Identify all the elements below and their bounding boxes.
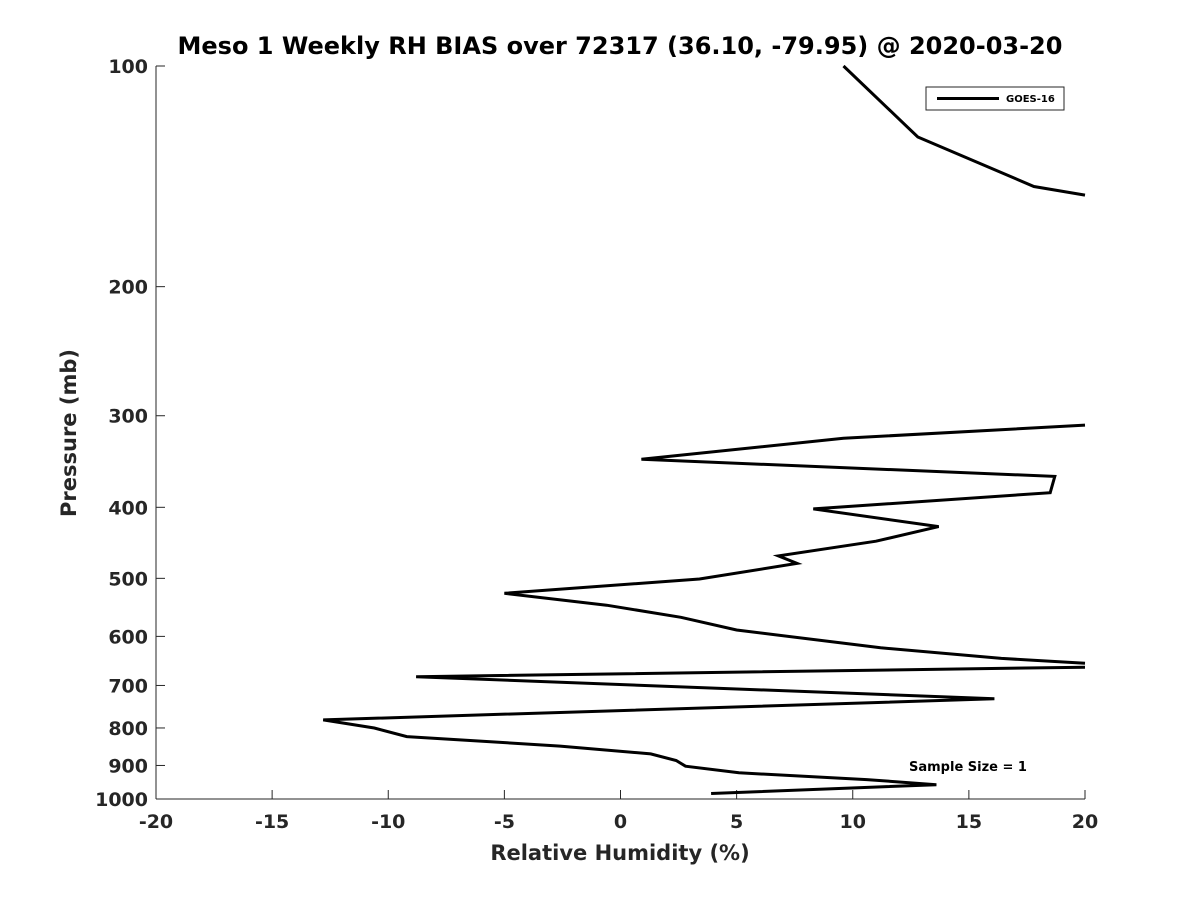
y-tick-label: 100 [108, 56, 148, 78]
y-tick-label: 300 [108, 406, 148, 428]
x-tick-label: -15 [255, 811, 289, 833]
y-tick-label: 900 [108, 755, 148, 777]
chart-title: Meso 1 Weekly RH BIAS over 72317 (36.10,… [178, 32, 1063, 60]
legend: GOES-16 [925, 86, 1065, 111]
y-tick-label: 1000 [95, 789, 148, 811]
series-line-goes-16 [322, 665, 1086, 795]
series-line-goes-16 [842, 64, 1086, 197]
x-tick-label: -5 [494, 811, 515, 833]
series-layer [322, 64, 1086, 795]
y-tick-label: 800 [108, 718, 148, 740]
series-line-goes-16 [504, 423, 1086, 665]
y-tick-label: 700 [108, 675, 148, 697]
x-tick-label: 10 [840, 811, 866, 833]
sample-size-annotation: Sample Size = 1 [909, 760, 1027, 775]
x-tick-label: 5 [730, 811, 743, 833]
x-tick-label: -10 [371, 811, 405, 833]
x-tick-label: 15 [956, 811, 982, 833]
axes: -20 -15 -10 -5 0 5 10 15 20 100 200 300 400 500 600 700… [95, 56, 1098, 833]
y-tick-label: 400 [108, 497, 148, 519]
y-tick-label: 500 [108, 568, 148, 590]
y-axis-label: Pressure (mb) [57, 349, 81, 517]
y-tick-label: 600 [108, 626, 148, 648]
x-tick-label: 20 [1072, 811, 1098, 833]
x-axis-label: Relative Humidity (%) [490, 841, 749, 865]
x-tick-label: -20 [139, 811, 173, 833]
x-tick-label: 0 [614, 811, 627, 833]
y-tick-label: 200 [108, 277, 148, 299]
legend-label: GOES-16 [1006, 94, 1055, 105]
